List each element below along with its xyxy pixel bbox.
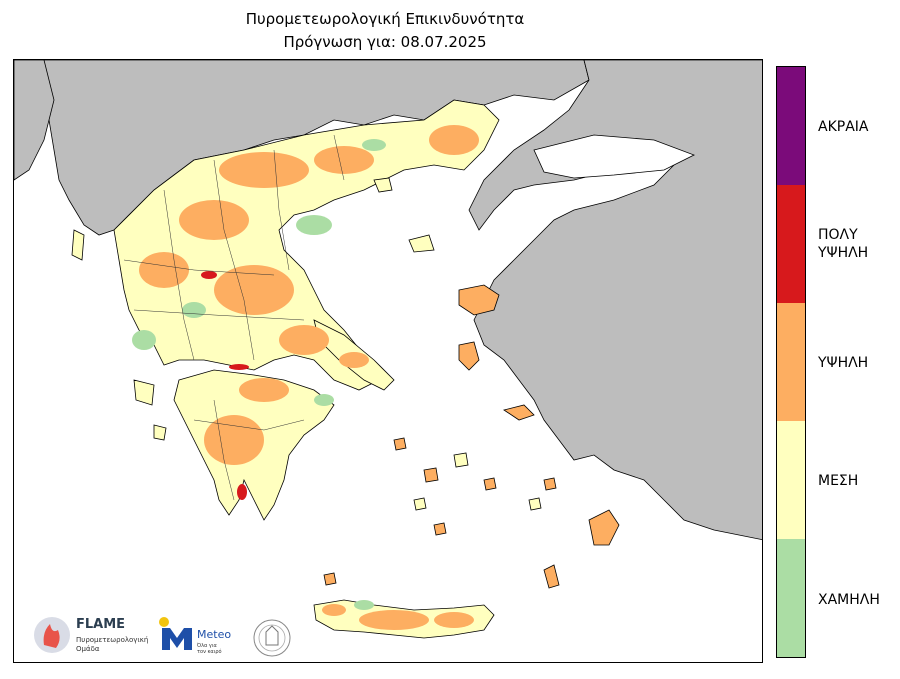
marmara-sea [533, 134, 695, 179]
mainland-greece [113, 99, 500, 391]
cyclades-island [423, 467, 439, 483]
high-risk-area [239, 378, 289, 402]
cyclades-island [453, 452, 469, 468]
low-risk-area [182, 302, 206, 318]
limnos-island [408, 234, 435, 253]
colorbar-band-low [777, 539, 805, 657]
map-panel: FLAME Πυρομετεωρολογική Ομάδα Meteo Όλα … [13, 59, 763, 663]
low-risk-area [296, 215, 332, 235]
risk-colorbar [776, 66, 806, 658]
legend-label-very-high-2: ΥΨΗΛΗ [818, 245, 869, 261]
colorbar-band-high [777, 303, 805, 421]
turkey-land [468, 60, 762, 541]
high-risk-area [139, 252, 189, 288]
dodecanese-island [543, 477, 557, 491]
forecast-date: Πρόγνωση για: 08.07.2025 [283, 33, 487, 51]
kefalonia-island [133, 379, 155, 406]
dodecanese-island [528, 497, 542, 511]
samos-island [503, 404, 535, 421]
karpathos-island [543, 564, 560, 589]
meteo-logo-subtitle-2: τον καιρό [197, 648, 222, 655]
high-risk-area [339, 352, 369, 368]
high-risk-area [359, 610, 429, 630]
colorbar-band-extreme [777, 67, 805, 185]
very-high-risk-area [201, 271, 217, 279]
meteo-logo-name: Meteo [197, 628, 231, 641]
cyclades-island [483, 477, 497, 491]
low-risk-area [314, 394, 334, 406]
flame-logo-subtitle-2: Ομάδα [76, 645, 100, 653]
legend-label-low: ΧΑΜΗΛΗ [818, 592, 880, 608]
high-risk-area [314, 146, 374, 174]
zakynthos-island [153, 424, 167, 441]
sun-icon [159, 617, 169, 627]
legend-label-moderate: ΜΕΣΗ [818, 473, 859, 489]
high-risk-area [279, 325, 329, 355]
high-risk-area [434, 612, 474, 628]
low-risk-area [362, 139, 386, 151]
high-risk-area [219, 152, 309, 188]
cyclades-island [413, 497, 427, 511]
lesvos-island [458, 284, 500, 316]
legend-label-very-high-1: ΠΟΛΥ [818, 227, 858, 243]
high-risk-area [179, 200, 249, 240]
map-title: Πυρομετεωρολογική Επικινδυνότητα [245, 10, 525, 28]
flame-logo: FLAME Πυρομετεωρολογική Ομάδα [34, 617, 148, 653]
chios-island [458, 341, 480, 371]
risk-patches [132, 125, 479, 630]
italy-land [14, 60, 55, 181]
kythira-island [323, 572, 337, 586]
meteo-logo: Meteo Όλα για τον καιρό [159, 617, 231, 655]
meteo-m-icon [162, 628, 192, 650]
flame-logo-name: FLAME [76, 617, 125, 632]
flame-logo-subtitle-1: Πυρομετεωρολογική [76, 636, 148, 644]
meteo-logo-subtitle-1: Όλα για [196, 642, 218, 649]
regional-boundaries [123, 134, 345, 501]
high-risk-area [429, 125, 479, 155]
very-high-risk-area [237, 484, 247, 500]
cyclades-island [433, 522, 447, 536]
rhodes-island [588, 509, 620, 546]
logos-area: FLAME Πυρομετεωρολογική Ομάδα Meteo Όλα … [34, 617, 291, 657]
colorbar-band-very-high [777, 185, 805, 303]
low-risk-area [354, 600, 374, 610]
corfu-island [71, 229, 85, 261]
legend-label-high: ΥΨΗΛΗ [818, 355, 869, 371]
colorbar-band-moderate [777, 421, 805, 539]
flame-icon [43, 624, 60, 648]
low-risk-area [132, 330, 156, 350]
fire-risk-map: FLAME Πυρομετεωρολογική Ομάδα Meteo Όλα … [14, 60, 762, 657]
high-risk-area [204, 415, 264, 465]
high-risk-area [214, 265, 294, 315]
legend-label-extreme: ΑΚΡΑΙΑ [818, 119, 869, 135]
observatory-seal [253, 619, 291, 657]
cyclades-island [393, 437, 407, 451]
thasos-island [373, 177, 393, 193]
high-risk-area [322, 604, 346, 616]
foreign-land [14, 60, 762, 541]
very-high-risk-area [229, 364, 249, 370]
